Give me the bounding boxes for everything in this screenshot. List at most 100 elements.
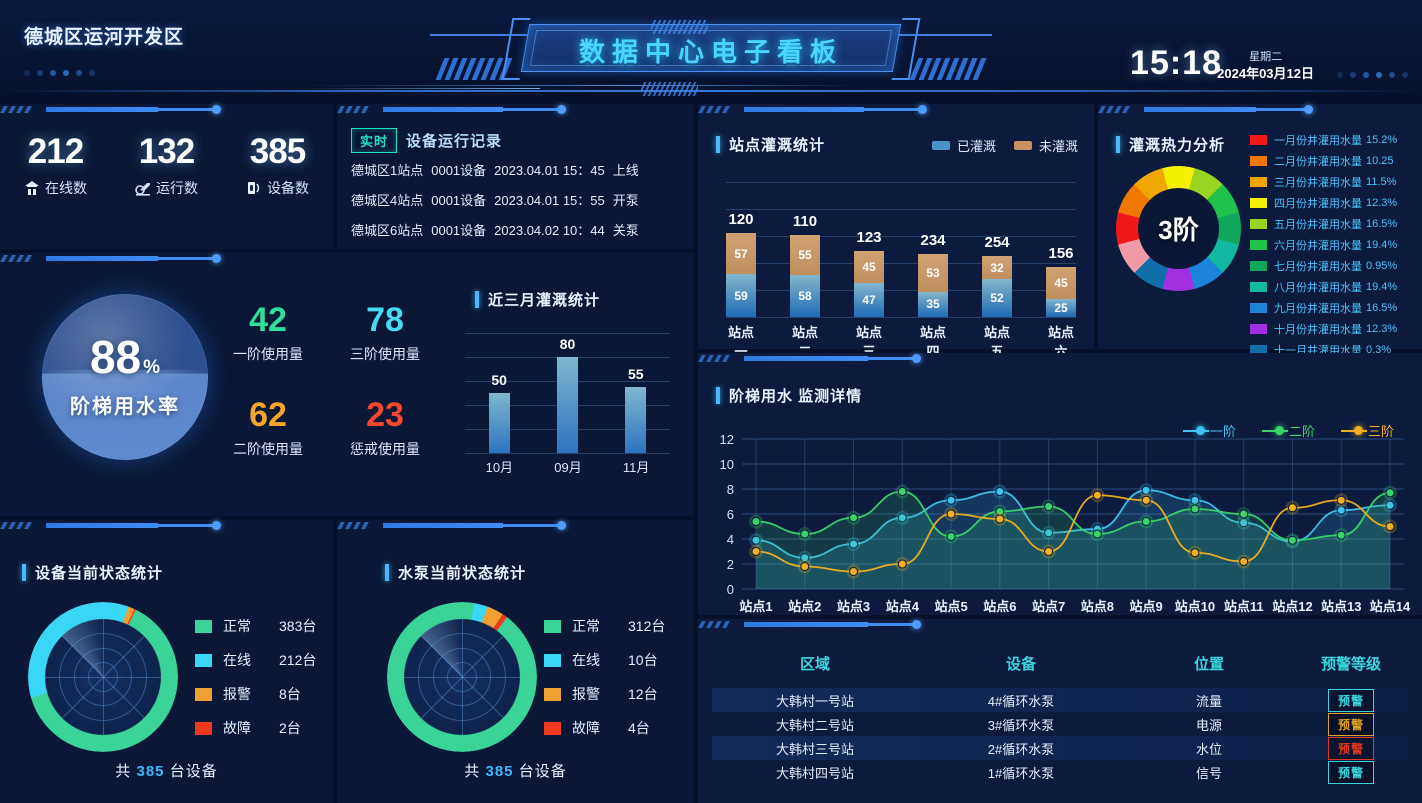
data-point[interactable] (751, 547, 761, 556)
legend-item[interactable]: 六月份井灌用水量 19.4% (1250, 237, 1418, 253)
realtime-badge: 实时 (351, 128, 398, 153)
data-point[interactable] (1287, 535, 1297, 545)
bar-total-label: 156 (1048, 244, 1074, 262)
bar-segment-irrigated[interactable]: 52 (982, 279, 1012, 317)
data-point[interactable] (946, 495, 956, 505)
legend-item[interactable]: 四月份井灌用水量 12.3% (1250, 195, 1418, 211)
data-point[interactable] (1239, 518, 1249, 528)
data-point[interactable] (946, 532, 956, 541)
data-point[interactable] (800, 553, 810, 563)
header-line-bottom (300, 88, 540, 89)
legend-item[interactable]: 五月份井灌用水量 16.5% (1250, 216, 1418, 232)
bar-segment-irrigated[interactable]: 25 (1046, 298, 1076, 317)
data-point[interactable] (800, 562, 810, 571)
data-point[interactable] (897, 513, 907, 523)
data-point[interactable] (800, 529, 810, 539)
legend-item[interactable]: 八月份井灌用水量 19.4% (1250, 279, 1418, 295)
bar[interactable]: 55 (625, 366, 647, 453)
legend-value: 10.25 (1366, 155, 1394, 167)
data-point[interactable] (1141, 517, 1151, 526)
data-point[interactable] (1190, 504, 1200, 514)
legend-swatch-fault (544, 721, 561, 735)
data-point[interactable] (1190, 548, 1200, 558)
table-row[interactable]: 大韩村三号站 2#循环水泵 水位 预警 (712, 736, 1408, 760)
data-point[interactable] (849, 513, 859, 523)
legend-label-online: 在线 (223, 652, 251, 668)
bar-stack[interactable]: 234 53 35 (918, 232, 948, 317)
bar-stack[interactable]: 254 32 52 (982, 234, 1012, 317)
status-badge[interactable]: 预警 (1327, 712, 1374, 736)
data-point[interactable] (1141, 495, 1151, 505)
status-badge[interactable]: 预警 (1327, 736, 1374, 760)
bar-segment-not-irrigated[interactable]: 55 (790, 235, 820, 276)
data-point[interactable] (1190, 495, 1200, 505)
device-status-title: 设备当前状态统计 (35, 565, 164, 582)
data-point[interactable] (1336, 505, 1346, 515)
data-point[interactable] (1385, 488, 1395, 498)
data-point[interactable] (1336, 495, 1346, 505)
status-badge[interactable]: 预警 (1327, 760, 1374, 784)
bar[interactable]: 80 (556, 336, 578, 453)
bar-segment-not-irrigated[interactable]: 57 (726, 233, 756, 275)
data-point[interactable] (946, 509, 956, 519)
bar-segment-irrigated[interactable]: 35 (918, 291, 948, 317)
radar-ring-inner (447, 662, 477, 692)
data-point[interactable] (1385, 500, 1395, 510)
data-point[interactable] (1044, 547, 1054, 556)
legend-label-normal: 正常 (572, 618, 600, 634)
y-tick-label: 12 (720, 432, 734, 447)
legend-item: 正常 383台 (195, 616, 316, 636)
title-mark-icon (22, 564, 26, 581)
stat-devices-label-wrap: 设备数 (222, 178, 333, 198)
heat-legend: 一月份井灌用水量 15.2% 二月份井灌用水量 10.25 三月份井灌用水量 11.5% 四… (1250, 132, 1418, 384)
table-row[interactable]: 大韩村二号站 3#循环水泵 电源 预警 (712, 712, 1408, 736)
table-row[interactable]: 大韩村四号站 1#循环水泵 信号 预警 (712, 760, 1408, 784)
data-point[interactable] (1044, 502, 1054, 511)
bar-segment-not-irrigated[interactable]: 32 (982, 256, 1012, 280)
data-point[interactable] (751, 535, 761, 545)
legend-swatch-not-irrigated (1013, 141, 1032, 150)
data-point[interactable] (1092, 529, 1102, 539)
bar-segment-not-irrigated[interactable]: 53 (918, 253, 948, 292)
bar-segment-not-irrigated[interactable]: 45 (1046, 266, 1076, 299)
data-point[interactable] (1239, 509, 1249, 519)
data-point[interactable] (1385, 522, 1395, 531)
bar-segment-not-irrigated[interactable]: 45 (854, 250, 884, 284)
bar-stack[interactable]: 156 45 25 (1046, 245, 1076, 317)
bar-segment-irrigated[interactable]: 58 (790, 275, 820, 317)
data-point[interactable] (849, 567, 859, 576)
data-point[interactable] (1044, 528, 1054, 538)
bar-segment-irrigated[interactable]: 59 (726, 274, 756, 317)
legend-item[interactable]: 二月份井灌用水量 10.25 (1250, 153, 1418, 169)
data-point[interactable] (995, 487, 1005, 496)
legend-item[interactable]: 九月份井灌用水量 16.5% (1250, 300, 1418, 316)
x-tick-label: 10月 (485, 460, 514, 475)
legend-item[interactable]: 十月份井灌用水量 12.3% (1250, 321, 1418, 337)
data-point[interactable] (1141, 485, 1151, 495)
data-point[interactable] (897, 559, 907, 569)
bar-stack[interactable]: 120 57 59 (726, 211, 756, 317)
x-tick-label: 站点8 (1081, 599, 1114, 614)
legend-swatch-alarm (195, 687, 212, 701)
bar-stack[interactable]: 123 45 47 (854, 229, 884, 317)
bar-segment-irrigated[interactable]: 47 (854, 283, 884, 317)
data-point[interactable] (995, 514, 1005, 524)
gridline (465, 453, 670, 454)
data-point[interactable] (1287, 503, 1297, 513)
data-point[interactable] (849, 539, 859, 549)
record-time: 2023.04.01 15：45 (494, 163, 605, 178)
data-point[interactable] (1336, 530, 1346, 540)
legend-item[interactable]: 三月份井灌用水量 11.5% (1250, 174, 1418, 190)
bar-stack[interactable]: 110 55 58 (790, 213, 820, 317)
panel-header-bar (46, 256, 158, 261)
table-row[interactable]: 大韩村一号站 4#循环水泵 流量 预警 (712, 688, 1408, 712)
data-point[interactable] (1092, 490, 1102, 500)
data-point[interactable] (897, 487, 907, 496)
data-point[interactable] (751, 517, 761, 526)
data-point[interactable] (1239, 557, 1249, 566)
bar[interactable]: 50 (488, 372, 510, 453)
legend-item[interactable]: 七月份井灌用水量 0.95% (1250, 258, 1418, 274)
legend-item[interactable]: 一月份井灌用水量 15.2% (1250, 132, 1418, 148)
heat-title: 灌溉热力分析 (1129, 137, 1226, 154)
status-badge[interactable]: 预警 (1327, 688, 1374, 712)
